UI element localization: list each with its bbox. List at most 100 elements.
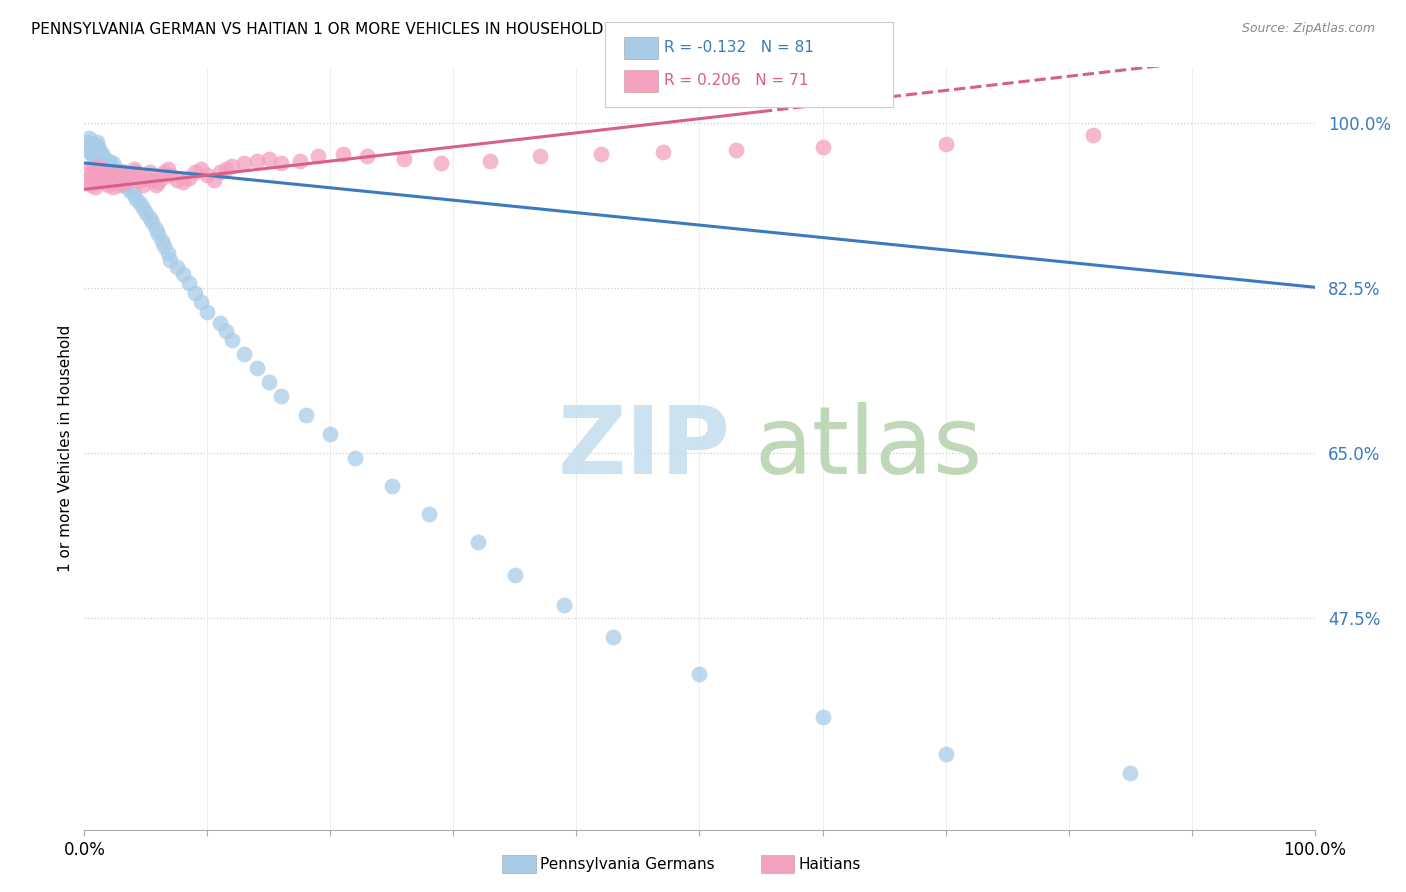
Point (356, 149, 378, 163)
Point (553, 599, 575, 613)
Point (90, 163, 112, 178)
Point (138, 165, 160, 179)
Point (80, 140, 103, 154)
Point (122, 161, 145, 176)
Point (479, 154, 502, 169)
Point (1119, 766, 1142, 780)
Point (332, 146, 354, 161)
Point (84, 154, 107, 169)
Point (418, 507, 440, 521)
Point (86, 140, 108, 154)
Point (82, 161, 104, 176)
Point (101, 156, 124, 170)
Point (135, 171, 157, 186)
Point (208, 316, 231, 330)
Point (76, 135, 98, 149)
Point (159, 168, 181, 182)
Point (132, 178, 155, 192)
Point (381, 479, 404, 493)
Point (270, 389, 292, 403)
Text: R = -0.132   N = 81: R = -0.132 N = 81 (664, 40, 814, 54)
Point (108, 168, 131, 182)
Point (87, 156, 111, 170)
Point (117, 180, 139, 194)
Point (257, 152, 280, 166)
Point (430, 156, 453, 170)
Point (104, 168, 127, 182)
Point (98, 171, 121, 186)
Point (246, 361, 269, 376)
Point (82, 149, 104, 163)
Point (118, 184, 141, 198)
Point (935, 747, 957, 762)
Point (190, 161, 212, 176)
Point (98, 165, 120, 179)
Point (157, 246, 180, 260)
Point (184, 165, 207, 179)
Point (108, 178, 131, 192)
Point (270, 156, 292, 170)
Point (233, 156, 256, 170)
Point (86, 149, 108, 163)
Point (107, 163, 129, 178)
Point (101, 180, 124, 194)
Point (112, 175, 135, 189)
Point (76, 163, 98, 178)
Point (651, 145, 673, 159)
Point (221, 333, 243, 347)
Point (86, 135, 108, 149)
Point (153, 239, 176, 253)
Point (591, 146, 613, 161)
Point (197, 304, 219, 318)
Point (1083, 128, 1105, 142)
Point (141, 173, 163, 187)
Point (98, 154, 120, 169)
Point (83, 175, 105, 189)
Point (84, 143, 107, 157)
Point (91, 149, 114, 163)
Point (150, 234, 173, 248)
Point (79, 145, 101, 159)
Point (93, 154, 115, 169)
Point (208, 165, 231, 179)
Point (138, 211, 160, 225)
Point (79, 137, 101, 152)
Point (84, 180, 107, 194)
Point (77, 140, 100, 154)
Point (83, 168, 105, 182)
Point (344, 450, 367, 465)
Point (110, 171, 132, 186)
Point (94, 159, 117, 173)
Point (80, 146, 103, 161)
Point (202, 173, 225, 187)
Point (148, 175, 170, 189)
Point (159, 252, 181, 267)
Point (86, 159, 108, 173)
Point (811, 709, 834, 723)
Point (467, 535, 489, 549)
Point (145, 222, 167, 236)
Point (87, 165, 111, 179)
Point (87, 140, 110, 154)
Point (153, 165, 176, 179)
Point (184, 285, 207, 300)
Point (725, 143, 748, 157)
Point (107, 173, 129, 187)
Point (145, 178, 167, 192)
Text: PENNSYLVANIA GERMAN VS HAITIAN 1 OR MORE VEHICLES IN HOUSEHOLD CORRELATION CHART: PENNSYLVANIA GERMAN VS HAITIAN 1 OR MORE… (31, 22, 773, 37)
Point (811, 140, 834, 154)
Point (98, 156, 121, 170)
Point (148, 227, 170, 242)
Point (125, 192, 148, 206)
Point (602, 630, 624, 644)
Point (172, 267, 194, 281)
Text: Pennsylvania Germans: Pennsylvania Germans (540, 857, 714, 871)
Point (157, 161, 180, 176)
Point (110, 173, 132, 187)
Point (166, 260, 188, 274)
Point (394, 152, 416, 166)
Point (100, 175, 122, 189)
Point (83, 146, 105, 161)
Point (79, 130, 101, 145)
Point (190, 295, 212, 310)
